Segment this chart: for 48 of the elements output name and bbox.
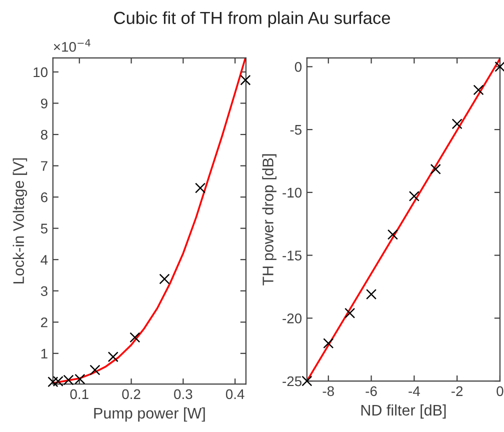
y-tick-label: 10 bbox=[34, 67, 48, 78]
y-tick-label: 7 bbox=[41, 161, 48, 171]
point bbox=[159, 274, 170, 284]
x-axis-title: Pump power [W] bbox=[94, 407, 205, 422]
point bbox=[473, 84, 484, 96]
x-tick-label: -6 bbox=[366, 386, 377, 396]
point bbox=[494, 61, 504, 72]
point bbox=[130, 332, 140, 343]
chart-title: Cubic fit of TH from plain Au surface bbox=[114, 11, 390, 28]
x-tick-label: -2 bbox=[452, 386, 463, 396]
x-tick-label: 0.3 bbox=[174, 389, 192, 400]
y-tick-label: 1 bbox=[41, 348, 48, 358]
x-tick-label: 0 bbox=[496, 386, 504, 396]
point bbox=[48, 376, 58, 388]
point bbox=[108, 352, 118, 362]
y-tick-label: 6 bbox=[41, 192, 48, 202]
x-tick-label: 0.2 bbox=[122, 389, 140, 400]
y-tick-label: -15 bbox=[282, 250, 302, 260]
text: ×10$^{−4}$ bbox=[54, 39, 90, 52]
point bbox=[240, 74, 251, 86]
point bbox=[430, 164, 441, 174]
point bbox=[344, 308, 356, 318]
y-tick-label: -10 bbox=[282, 188, 302, 198]
y-tick-label: 4 bbox=[40, 255, 48, 265]
y-tick-label: 2 bbox=[41, 317, 48, 328]
x-tick-label: -8 bbox=[322, 386, 334, 396]
y-tick-label: -5 bbox=[290, 125, 302, 135]
y-tick-label: 3 bbox=[40, 286, 48, 296]
x-axis-title: ND filter [dB] bbox=[361, 404, 446, 419]
x-tick-label: 0.4 bbox=[226, 389, 244, 400]
y-tick-label: -20 bbox=[282, 313, 302, 324]
point bbox=[195, 182, 206, 194]
line-series bbox=[52, 58, 246, 384]
point bbox=[366, 288, 377, 300]
y-axis-title: Lock-in Voltage [V] bbox=[12, 158, 28, 284]
point bbox=[452, 118, 462, 130]
y-tick-label: 5 bbox=[40, 224, 48, 234]
point bbox=[408, 190, 420, 202]
y-tick-label: -25 bbox=[282, 376, 302, 386]
y-tick-label: 8 bbox=[40, 130, 48, 140]
y-tick-label: 9 bbox=[40, 98, 48, 108]
point bbox=[90, 364, 100, 376]
y-axis-title: TH power drop [dB] bbox=[262, 154, 276, 286]
x-tick-label: 0.1 bbox=[70, 389, 88, 400]
point bbox=[387, 229, 398, 240]
x-tick-label: -4 bbox=[408, 386, 420, 396]
point bbox=[323, 338, 334, 349]
y-tick-label: 0 bbox=[294, 62, 302, 72]
